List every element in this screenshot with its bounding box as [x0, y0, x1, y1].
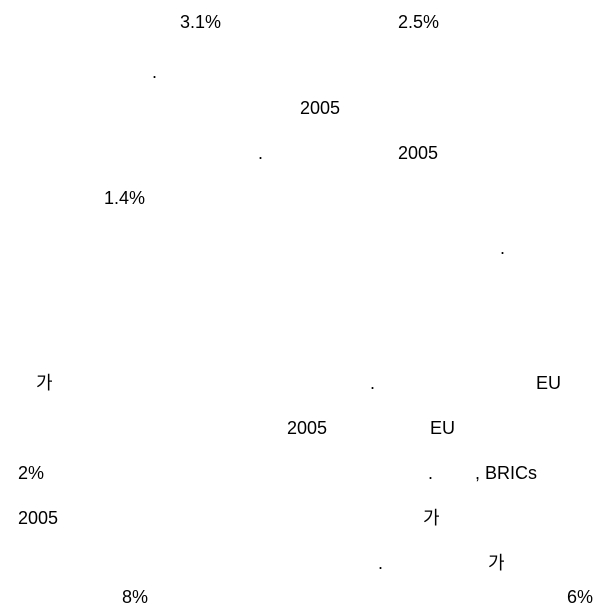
text-fragment: . — [370, 373, 376, 393]
text-fragment: 8% — [122, 587, 149, 607]
text-fragment: . — [428, 463, 434, 483]
text-fragment: 2005 — [300, 98, 341, 118]
text-fragment: 가 — [488, 553, 505, 573]
text-fragment: . — [258, 143, 264, 163]
text-fragment: 2% — [18, 463, 45, 483]
text-fragment: . — [378, 553, 384, 573]
text-fragment: 2005 — [398, 143, 439, 163]
text-fragment: 2.5% — [398, 12, 440, 32]
text-fragment: 가 — [36, 373, 53, 393]
text-fragment: EU — [536, 373, 562, 393]
text-fragment: EU — [430, 418, 456, 438]
text-fragment: 6% — [567, 587, 594, 607]
text-fragment: , BRICs — [475, 463, 538, 483]
text-fragment: 3.1% — [180, 12, 222, 32]
text-fragment: 2005 — [287, 418, 328, 438]
text-fragment: 1.4% — [104, 188, 146, 208]
text-fragment: 2005 — [18, 508, 59, 528]
text-fragment: . — [500, 238, 506, 258]
text-fragment: . — [152, 62, 158, 82]
text-fragment: 가 — [423, 508, 440, 528]
